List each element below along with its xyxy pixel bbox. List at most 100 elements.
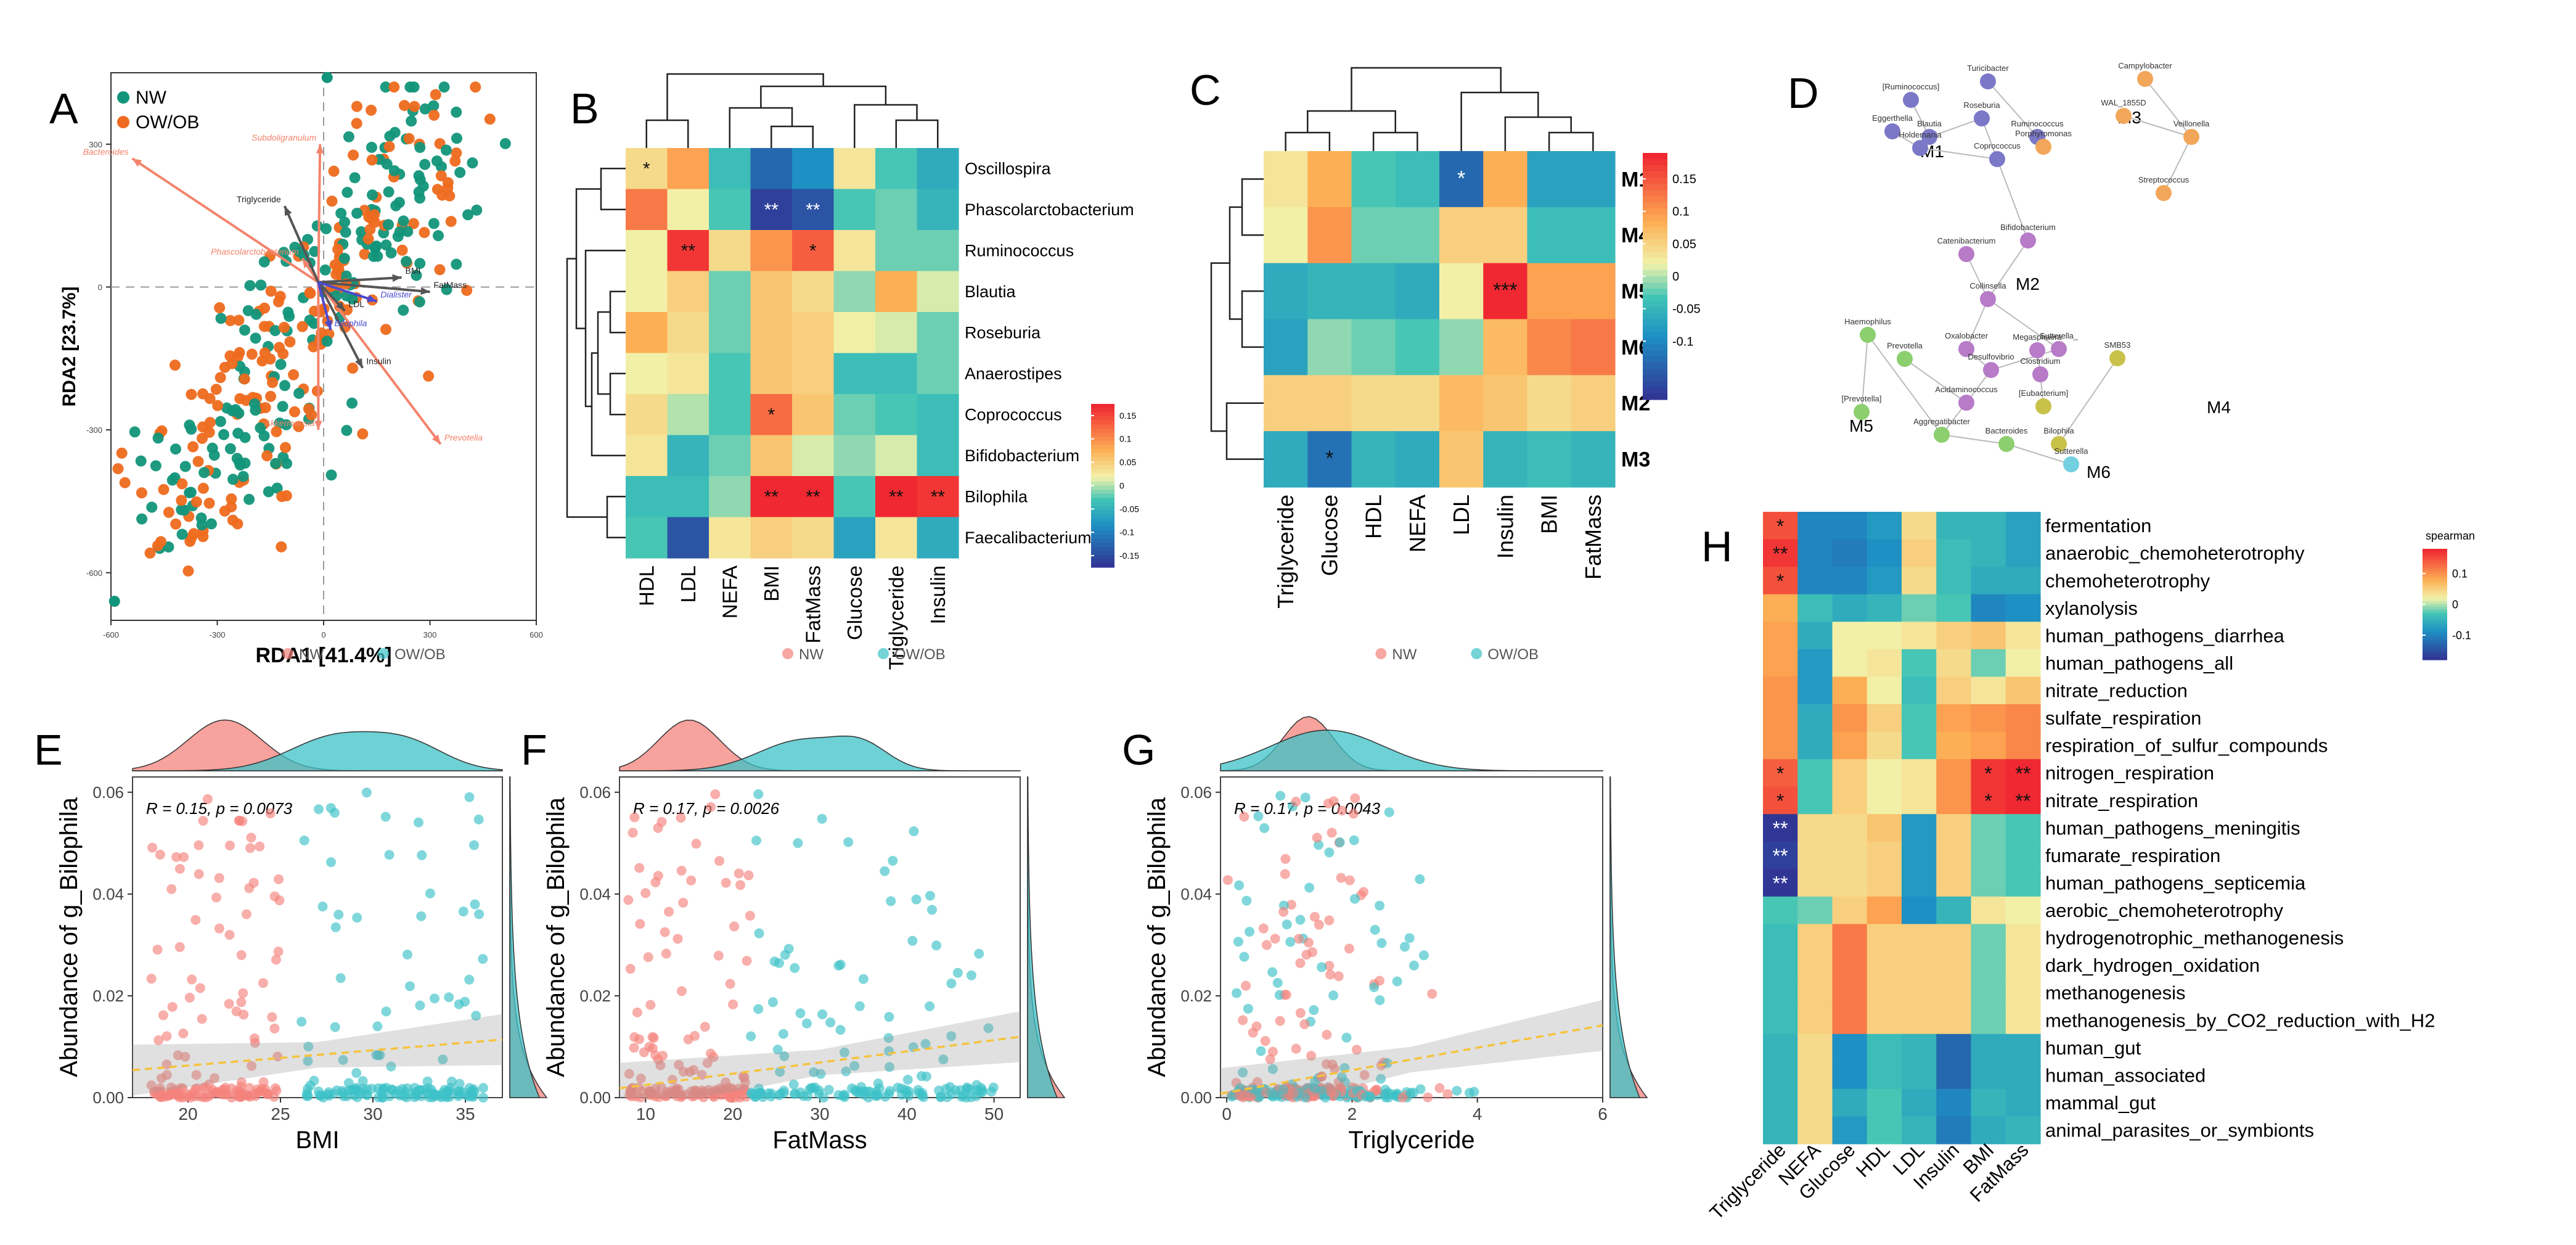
biplot-arrow	[317, 281, 442, 445]
point-nw	[198, 816, 208, 826]
point-owob	[1275, 791, 1286, 801]
heatmap-cell	[1971, 869, 2006, 897]
point-owob	[753, 1004, 764, 1014]
point-nw	[152, 945, 163, 955]
panel-d: DM1M3M2M4M5M6[Ruminococcus]EggerthellaBl…	[1788, 61, 2231, 482]
row-label: human_associated	[2045, 1064, 2206, 1086]
dendrogram-branch	[609, 290, 626, 334]
point-nw	[214, 873, 224, 883]
significance-star: **	[2015, 790, 2030, 812]
heatmap-cell	[1867, 1061, 1902, 1090]
colorbar-segment	[2423, 621, 2447, 625]
row-label: human_pathogens_all	[2045, 652, 2233, 674]
row-label: chemoheterotrophy	[2045, 570, 2210, 591]
node-label: WAL_1855D	[2101, 98, 2146, 107]
heatmap-cell	[1971, 814, 2006, 842]
point-nw	[135, 455, 147, 467]
legend-label: NW	[1392, 646, 1417, 663]
heatmap-cell	[1439, 319, 1484, 376]
row-label: Coprococcus	[965, 406, 1062, 424]
point-owob	[246, 348, 258, 360]
point-owob	[1375, 900, 1385, 911]
point-owob	[407, 218, 419, 229]
point-nw	[191, 1070, 202, 1080]
node-label: Coprococcus	[1974, 141, 2021, 150]
point-owob	[452, 1087, 463, 1097]
colorbar-segment	[2423, 657, 2447, 660]
point-owob	[1234, 880, 1245, 890]
point-owob	[1253, 811, 1264, 821]
row-label: M3	[1621, 448, 1650, 471]
point-nw	[1291, 1043, 1301, 1054]
point-owob	[442, 177, 454, 189]
heatmap-cell	[1797, 924, 1833, 952]
colorbar-segment	[2423, 610, 2447, 614]
point-owob	[471, 1011, 481, 1021]
point-owob	[204, 417, 216, 429]
point-nw	[676, 813, 686, 823]
network-node	[2035, 139, 2051, 155]
point-nw	[203, 1079, 214, 1090]
point-nw	[1397, 1092, 1408, 1103]
point-owob	[935, 1092, 946, 1103]
heatmap-cell	[1832, 1006, 1868, 1035]
point-nw	[1235, 1090, 1245, 1101]
point-owob	[478, 1083, 488, 1093]
panel-a: A -600 -300 0 300 600 300 0 -300 -600 RDA1 [41.4%]…	[49, 72, 543, 667]
heatmap-cell	[1571, 431, 1616, 488]
column-label: HDL	[1361, 495, 1386, 539]
network-node	[1998, 436, 2014, 452]
point-owob	[436, 1092, 446, 1103]
point-owob	[904, 1086, 914, 1096]
point-owob	[460, 996, 470, 1007]
colorbar-segment	[1643, 178, 1667, 184]
point-owob	[772, 1045, 783, 1055]
heatmap-cell	[1395, 319, 1440, 376]
colorbar-segment	[1643, 215, 1667, 221]
point-owob	[169, 360, 181, 371]
y-tick-label: 0.06	[92, 783, 124, 802]
point-nw	[243, 493, 255, 505]
y-tick-label: -300	[86, 425, 102, 435]
point-nw	[471, 204, 483, 216]
point-nw	[708, 1052, 719, 1062]
node-label: Eggerthella	[1872, 113, 1913, 123]
point-nw	[406, 115, 417, 127]
biplot-arrow	[317, 281, 377, 303]
heatmap-cell	[1902, 841, 1937, 869]
point-owob	[409, 1092, 420, 1103]
point-owob	[817, 813, 827, 824]
y-tick-label: 0.00	[1180, 1088, 1212, 1107]
point-owob	[854, 1001, 865, 1011]
heatmap-cell	[1763, 896, 1798, 925]
heatmap-cell	[1832, 649, 1868, 677]
biplot-arrow	[318, 281, 430, 294]
point-nw	[198, 467, 210, 479]
point-owob	[962, 1082, 972, 1093]
point-nw	[636, 1073, 646, 1083]
heatmap-cell	[1763, 951, 1798, 980]
dendrogram-branch	[1241, 290, 1264, 348]
point-nw	[146, 501, 158, 513]
point-owob	[335, 973, 346, 984]
heatmap-cell	[1763, 649, 1798, 677]
point-owob	[467, 1091, 477, 1101]
significance-star: **	[764, 200, 779, 220]
point-nw	[1427, 988, 1437, 999]
colorbar-segment	[1091, 563, 1114, 568]
heatmap-cell	[1763, 1033, 1798, 1062]
colorbar-segment	[2423, 607, 2447, 610]
colorbar-label: -0.1	[1672, 335, 1693, 348]
heatmap-cell	[709, 394, 751, 436]
point-nw	[255, 422, 266, 433]
heatmap-cell	[2005, 676, 2041, 705]
legend-marker	[117, 91, 129, 104]
column-label: NEFA	[718, 565, 741, 618]
point-nw	[166, 474, 178, 486]
point-owob	[1400, 942, 1410, 952]
network-node	[2116, 108, 2132, 124]
colorbar-segment	[1091, 432, 1114, 437]
point-owob	[1324, 847, 1335, 858]
heatmap-cell	[2005, 1116, 2041, 1144]
point-nw	[499, 138, 511, 149]
